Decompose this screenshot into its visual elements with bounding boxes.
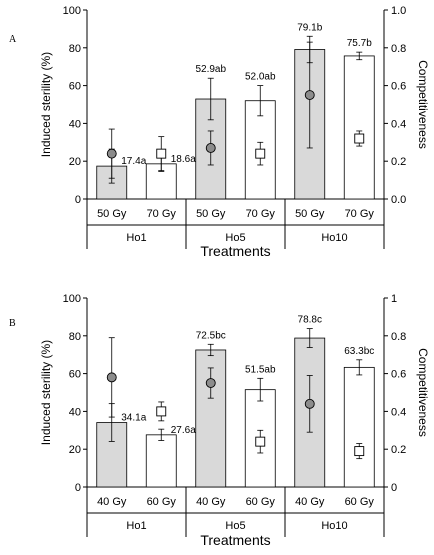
- y-tick-label-right: 0.6: [391, 369, 406, 381]
- competitiveness-point: [255, 436, 266, 447]
- y-tick-label-left: 100: [63, 5, 81, 17]
- y-axis-label-left: Induced sterility (%): [39, 52, 53, 157]
- sterility-bar: [343, 366, 375, 488]
- x-tick-label: 60 Gy: [147, 496, 177, 508]
- sterility-data-label: 17.4a: [121, 156, 146, 167]
- competitiveness-point: [205, 378, 216, 388]
- y-tick-label-right: 0.0: [391, 194, 406, 206]
- competitiveness-point: [255, 148, 266, 159]
- x-tick-label: 40 Gy: [97, 496, 127, 508]
- y-tick-label-right: 0.4: [391, 406, 406, 418]
- sterility-data-label: 78.8c: [298, 315, 322, 326]
- competitiveness-point: [156, 406, 167, 417]
- x-group-label: Ho5: [225, 520, 245, 532]
- competitiveness-point: [156, 148, 167, 159]
- y-tick-label-left: 80: [69, 331, 81, 343]
- sterility-data-label: 51.5ab: [245, 364, 276, 375]
- sterility-data-label: 18.6a: [171, 154, 196, 165]
- y-tick-label-left: 80: [69, 43, 81, 55]
- y-tick-label-right: 0.2: [391, 444, 406, 456]
- x-tick-label: 70 Gy: [246, 208, 276, 220]
- x-group-label: Ho10: [321, 520, 347, 532]
- sterility-data-label: 63.3bc: [344, 346, 374, 357]
- y-tick-label-left: 100: [63, 293, 81, 305]
- sterility-data-label: 34.1a: [121, 413, 146, 424]
- competitiveness-point: [354, 133, 365, 144]
- sterility-bar: [343, 55, 375, 200]
- x-tick-label: 60 Gy: [246, 496, 276, 508]
- x-group-label: Ho1: [126, 232, 146, 244]
- y-tick-label-right: 0.8: [391, 331, 406, 343]
- panel-label: A: [9, 34, 17, 45]
- sterility-data-label: 79.1b: [297, 22, 322, 33]
- competitiveness-point: [304, 398, 315, 409]
- competitiveness-point: [106, 372, 117, 383]
- x-tick-label: 70 Gy: [147, 208, 177, 220]
- y-axis-label-left: Induced sterility (%): [39, 340, 53, 445]
- sterility-data-label: 27.6a: [171, 425, 196, 436]
- x-tick-label: 60 Gy: [345, 496, 375, 508]
- x-group-label: Ho5: [225, 232, 245, 244]
- y-tick-label-right: 0.8: [391, 43, 406, 55]
- sterility-data-label: 75.7b: [347, 38, 372, 49]
- x-tick-label: 70 Gy: [345, 208, 375, 220]
- y-tick-label-right: 1: [391, 293, 397, 305]
- x-tick-label: 40 Gy: [196, 496, 226, 508]
- x-tick-label: 40 Gy: [295, 496, 325, 508]
- sterility-data-label: 52.0ab: [245, 72, 276, 83]
- y-tick-label-right: 0: [391, 482, 397, 494]
- competitiveness-point: [205, 143, 216, 153]
- x-axis-title: Treatments: [200, 532, 270, 548]
- y-tick-label-right: 0.2: [391, 156, 406, 168]
- y-tick-label-left: 0: [75, 482, 81, 494]
- sterility-data-label: 52.9ab: [195, 64, 226, 75]
- x-group-label: Ho1: [126, 520, 146, 532]
- panel-label: B: [9, 318, 16, 329]
- y-tick-label-left: 0: [75, 194, 81, 206]
- y-tick-label-left: 20: [69, 444, 81, 456]
- competitiveness-point: [304, 90, 315, 101]
- y-tick-label-right: 1.0: [391, 5, 406, 17]
- y-tick-label-left: 60: [69, 81, 81, 93]
- y-tick-label-left: 40: [69, 406, 81, 418]
- x-group-label: Ho10: [321, 232, 347, 244]
- sterility-data-label: 72.5bc: [196, 330, 226, 341]
- y-axis-label-right: Competitiveness: [416, 60, 430, 149]
- sterility-bar: [145, 434, 177, 488]
- panel-2: B 0 20 40 60 80 100 0 0.2 0.4 0.6 0.8 1 Induced steri…: [9, 293, 430, 548]
- y-tick-label-left: 20: [69, 156, 81, 168]
- y-tick-label-left: 60: [69, 369, 81, 381]
- y-tick-label-right: 0.6: [391, 81, 406, 93]
- y-axis-label-right: Competitiveness: [416, 348, 430, 437]
- y-tick-label-left: 40: [69, 118, 81, 130]
- x-tick-label: 50 Gy: [97, 208, 127, 220]
- y-tick-label-right: 0.4: [391, 118, 406, 130]
- x-axis-title: Treatments: [200, 243, 270, 259]
- competitiveness-point: [354, 446, 365, 457]
- x-tick-label: 50 Gy: [295, 208, 325, 220]
- x-tick-label: 50 Gy: [196, 208, 226, 220]
- panel-1: A 0 20 40 60 80 100 0.0 0.2 0.4 0.6 0.8 1.0 Induced s…: [9, 5, 430, 259]
- competitiveness-point: [106, 148, 117, 159]
